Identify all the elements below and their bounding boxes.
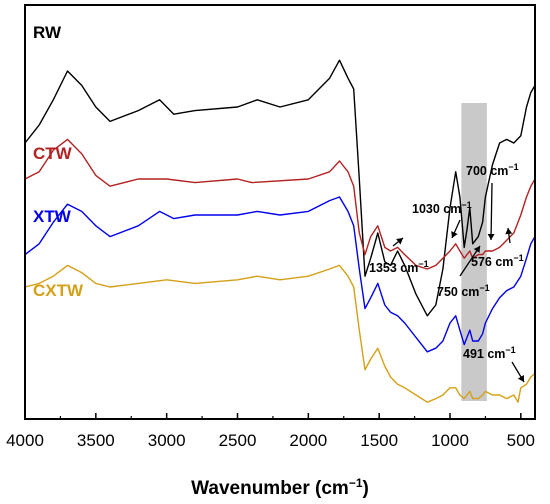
x-tick-label-1000: 1000 [431,431,469,450]
x-tick-label-3000: 3000 [148,431,186,450]
x-tick-label-4000: 4000 [6,431,44,450]
series-layer [24,59,536,403]
annotation-491: 491 cm−1 [463,345,525,383]
annotation-arrowhead-1353 [396,238,403,245]
x-axis-label: Wavenumber (cm−1) [191,476,369,499]
x-tick-label-500: 500 [507,431,535,450]
annotation-750: 750 cm−1 [437,245,490,299]
annotation-arrow-750 [459,245,481,277]
x-tick-label-2000: 2000 [289,431,327,450]
annotation-arrowhead-700 [487,233,495,240]
annotation-arrowhead-750 [473,246,480,253]
x-axis-ticks: 4000 3500 3000 2500 2000 1500 1000 500 [6,413,535,450]
x-tick-label-3500: 3500 [77,431,115,450]
series-line-ctw [24,138,536,270]
annotation-label-1353: 1353 cm−1 [369,259,429,275]
annotation-576: 576 cm−1 [471,227,524,269]
annotation-label-491: 491 cm−1 [463,345,516,361]
x-tick-label-2500: 2500 [219,431,257,450]
annotation-700: 700 cm−1 [466,162,519,241]
annotation-label-1030: 1030 cm−1 [412,200,472,216]
annotation-arrowhead-491 [517,375,524,382]
annotation-label-576: 576 cm−1 [471,253,524,269]
series-labels: RW CTW XTW CXTW [33,23,84,300]
series-label-ctw: CTW [33,144,73,163]
annotations: 700 cm−1 1030 cm−1 576 cm−1 1353 cm−1 750 cm… [369,162,525,383]
annotation-label-750: 750 cm−1 [437,283,490,299]
annotation-label-700: 700 cm−1 [466,162,519,178]
series-label-xtw: XTW [33,207,72,226]
series-label-cxtw: CXTW [33,281,84,300]
highlight-band [461,103,487,401]
annotation-1030: 1030 cm−1 [412,200,472,239]
series-label-rw: RW [33,23,62,42]
series-line-cxtw [24,264,536,403]
x-tick-label-1500: 1500 [360,431,398,450]
series-line-rw [24,59,536,317]
annotation-arrow-700 [490,182,493,241]
annotation-arrowhead-576 [505,228,513,235]
plot-frame [24,4,536,420]
series-line-xtw [24,196,536,353]
annotation-arrowhead-1030 [451,231,458,238]
annotation-1353: 1353 cm−1 [369,237,429,275]
